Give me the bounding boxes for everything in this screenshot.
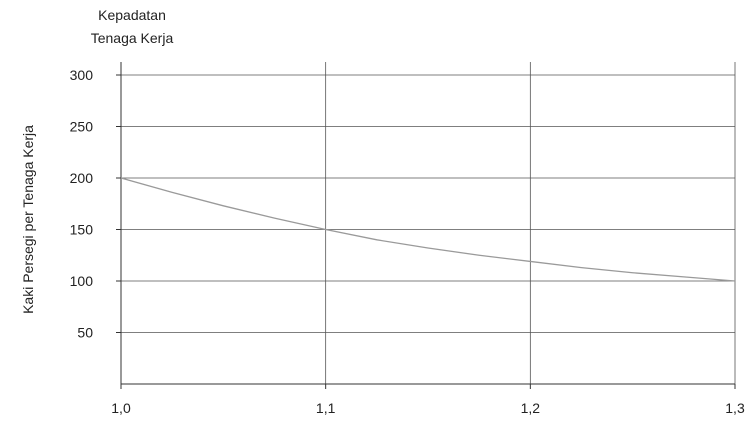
- chart-title-line: Tenaga Kerja: [91, 30, 174, 46]
- chart-title-line: Kepadatan: [98, 7, 166, 23]
- labels: 50 100 150 200 250 300 1,0 1,1 1,2 1,3 Kepadatan Te…: [20, 7, 745, 416]
- y-tick-label: 100: [70, 273, 94, 289]
- x-tick-label: 1,0: [111, 400, 131, 416]
- y-tick-label: 200: [70, 170, 94, 186]
- y-tick-label: 50: [77, 325, 93, 341]
- series-line: [120, 177, 736, 282]
- x-tick-label: 1,1: [316, 400, 336, 416]
- grid-lines: [121, 62, 736, 384]
- x-tick-label: 1,2: [521, 400, 541, 416]
- series-layer: [120, 177, 736, 282]
- y-axis-label: Kaki Persegi per Tenaga Kerja: [20, 125, 36, 314]
- y-tick-label: 250: [70, 119, 94, 135]
- y-tick-label: 150: [70, 222, 94, 238]
- y-tick-label: 300: [70, 67, 94, 83]
- axes: [116, 62, 736, 389]
- x-tick-label: 1,3: [725, 400, 745, 416]
